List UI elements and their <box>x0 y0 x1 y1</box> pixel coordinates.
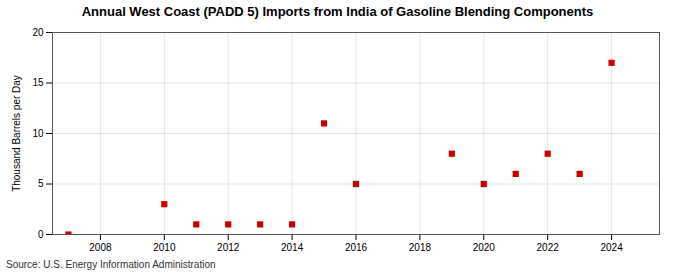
svg-text:10: 10 <box>32 128 44 139</box>
svg-text:2020: 2020 <box>473 242 496 253</box>
svg-text:2022: 2022 <box>537 242 560 253</box>
svg-text:2016: 2016 <box>345 242 368 253</box>
svg-text:20: 20 <box>32 27 44 38</box>
svg-text:2024: 2024 <box>600 242 623 253</box>
svg-text:2010: 2010 <box>153 242 176 253</box>
html-text:Source: U.S. Energy Informatio: Source: U.S. Energy Information Administ… <box>6 259 216 270</box>
svg-text:2008: 2008 <box>89 242 112 253</box>
svg-text:5: 5 <box>38 178 44 189</box>
html-text:Annual West Coast (PADD 5) Imp: Annual West Coast (PADD 5) Imports from … <box>81 4 594 19</box>
svg-text:15: 15 <box>32 77 44 88</box>
svg-text:0: 0 <box>38 229 44 240</box>
svg-text:2014: 2014 <box>281 242 304 253</box>
svg-text:2012: 2012 <box>217 242 240 253</box>
svg-text:Thousand Barrels per Day: Thousand Barrels per Day <box>11 75 22 192</box>
svg-text:2018: 2018 <box>409 242 432 253</box>
